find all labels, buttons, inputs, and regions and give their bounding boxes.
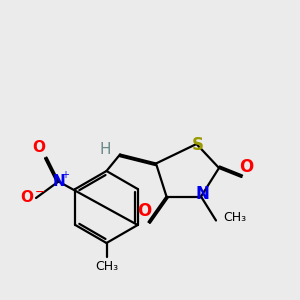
Text: N: N <box>52 174 65 189</box>
Text: O: O <box>137 202 151 220</box>
Text: O: O <box>20 190 33 206</box>
Text: −: − <box>34 186 45 199</box>
Text: H: H <box>100 142 111 158</box>
Text: O: O <box>239 158 253 175</box>
Text: +: + <box>61 170 69 180</box>
Text: N: N <box>196 185 209 203</box>
Text: CH₃: CH₃ <box>95 260 118 273</box>
Text: O: O <box>32 140 46 154</box>
Text: S: S <box>192 136 204 154</box>
Text: CH₃: CH₃ <box>224 211 247 224</box>
